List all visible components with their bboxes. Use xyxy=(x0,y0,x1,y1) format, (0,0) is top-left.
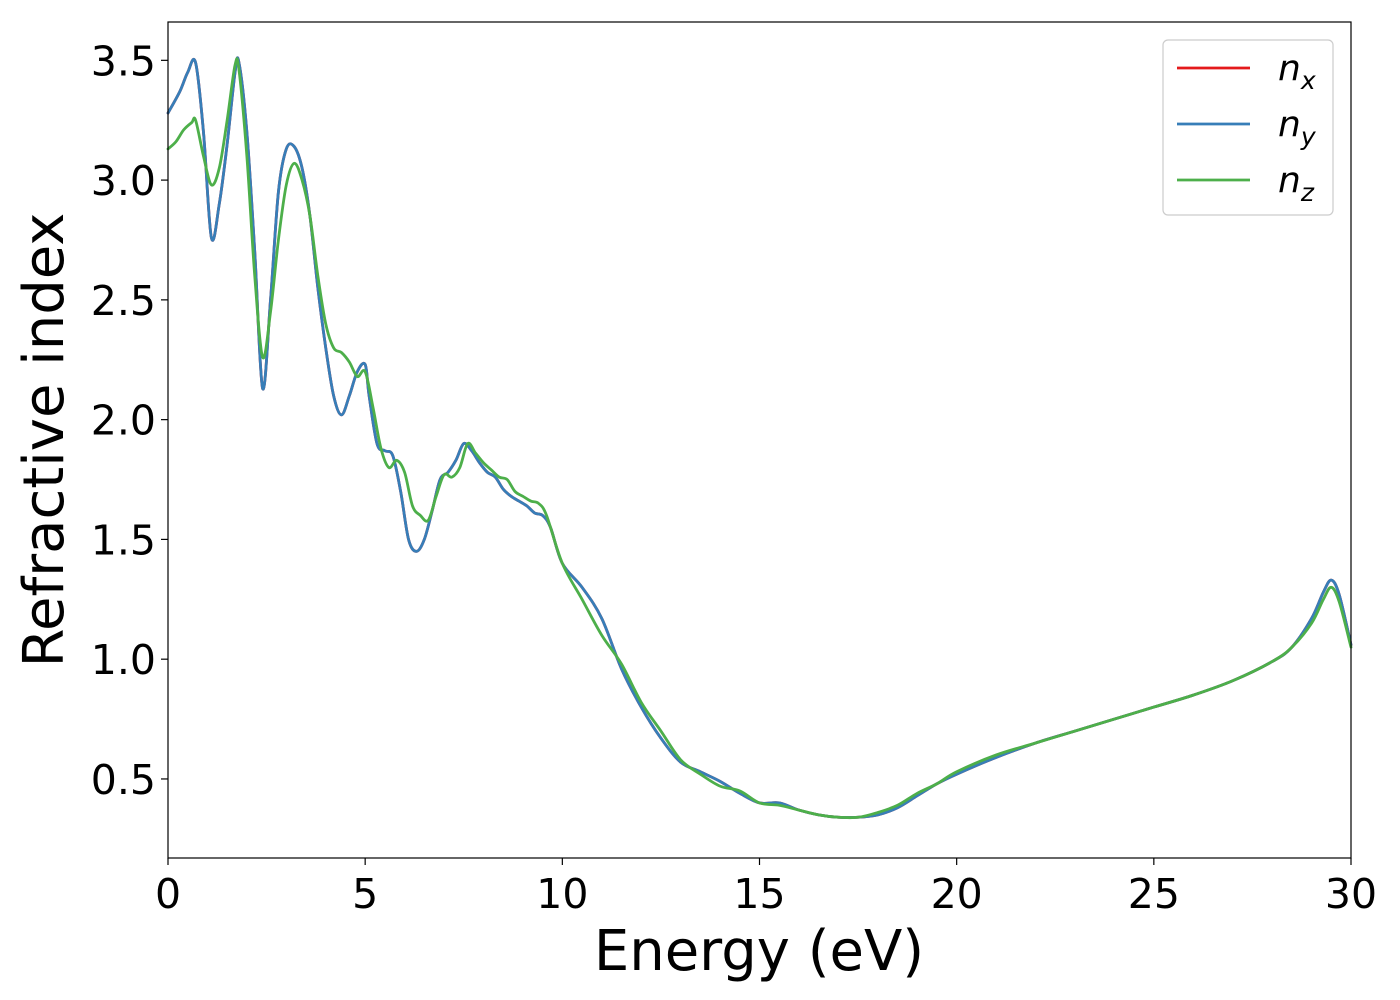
x-tick-label: 10 xyxy=(536,870,588,918)
plot-area xyxy=(168,22,1351,858)
y-tick-label: 2.0 xyxy=(91,397,156,445)
y-tick-label: 1.5 xyxy=(91,516,156,564)
x-tick-label: 20 xyxy=(931,870,983,918)
x-axis-label: Energy (eV) xyxy=(594,919,924,984)
series-line-nz xyxy=(166,57,1353,820)
x-tick-label: 5 xyxy=(352,870,378,918)
y-tick-label: 3.0 xyxy=(91,157,156,205)
x-tick-label: 0 xyxy=(155,870,181,918)
y-tick-label: 2.5 xyxy=(91,277,156,325)
y-axis-ticks: 0.5 1.0 1.5 2.0 2.5 3.0 3.5 xyxy=(91,37,168,804)
x-axis-ticks: 0 5 10 15 20 25 30 xyxy=(155,858,1377,918)
series-lines xyxy=(166,56,1353,820)
y-axis-label: Refractive index xyxy=(12,213,77,668)
x-tick-label: 30 xyxy=(1325,870,1377,918)
y-tick-label: 3.5 xyxy=(91,37,156,85)
y-tick-label: 1.0 xyxy=(91,636,156,684)
x-tick-label: 25 xyxy=(1128,870,1180,918)
legend-box xyxy=(1162,39,1334,216)
y-tick-label: 0.5 xyxy=(91,756,156,804)
x-tick-label: 15 xyxy=(733,870,785,918)
